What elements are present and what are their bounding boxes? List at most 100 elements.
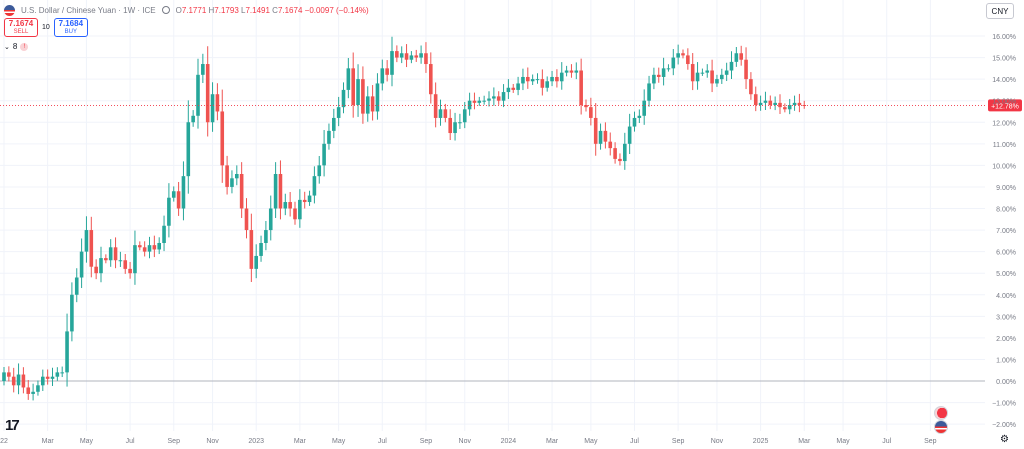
y-tick-label: 4.00% [996, 293, 1016, 300]
x-tick-label: Nov [206, 438, 219, 445]
candle-body [307, 195, 312, 203]
candle-body [496, 96, 501, 101]
candle-body [84, 230, 89, 252]
candle-body [671, 57, 676, 69]
candle-body [729, 61, 734, 71]
us-flag-icon [4, 4, 15, 16]
candle-body [157, 243, 161, 250]
candle-body [501, 92, 506, 101]
x-tick-label: Mar [798, 438, 811, 445]
candle-body [700, 72, 705, 74]
sell-button[interactable]: 7.1674 SELL [4, 18, 38, 37]
candle-body [142, 247, 147, 252]
candle-body [686, 55, 690, 65]
candle-body [458, 122, 462, 124]
candle-body [472, 100, 477, 103]
candle-body [637, 115, 642, 118]
candle-body [118, 260, 123, 262]
x-tick-label: 2023 [248, 438, 264, 445]
last-price-line: +12.78% [0, 99, 1022, 112]
candle-body [26, 387, 31, 394]
spread-value: 10 [42, 24, 50, 31]
candle-body [11, 376, 16, 386]
x-tick-label: Sep [168, 438, 181, 445]
gridlines [0, 0, 985, 431]
candle-body [235, 174, 239, 179]
candle-body [16, 374, 21, 386]
candle-body [574, 70, 579, 73]
candle-body [332, 117, 336, 131]
candles [2, 36, 807, 401]
candle-body [555, 76, 559, 82]
candle-body [710, 70, 714, 84]
china-flag-icon[interactable] [934, 406, 948, 420]
candle-body [370, 96, 375, 112]
candle-body [681, 53, 685, 56]
candle-body [138, 245, 142, 248]
y-tick-label: 1.00% [996, 357, 1016, 364]
close-value: 7.1674 [277, 5, 303, 15]
candle-body [113, 247, 118, 261]
candle-body [133, 245, 137, 274]
symbol-title[interactable]: U.S. Dollar / Chinese Yuan · 1W · ICE [21, 5, 156, 15]
tradingview-logo[interactable]: 17 [5, 417, 20, 434]
candle-body [443, 109, 448, 118]
price-axis[interactable]: 16.00% 15.00% 14.00% 13.00% 12.00% 11.00% 10.0… [992, 34, 1016, 429]
currency-button[interactable]: CNY [986, 3, 1014, 19]
candle-body [210, 94, 215, 123]
gear-icon[interactable]: ⚙ [1000, 434, 1009, 445]
x-tick-label: Mar [42, 438, 55, 445]
candle-body [526, 76, 530, 82]
candle-body [783, 107, 787, 110]
candle-body [487, 98, 491, 101]
candle-body [254, 255, 258, 269]
candle-body [666, 68, 671, 70]
candle-body [627, 126, 632, 144]
candle-body [225, 165, 229, 187]
candle-body [380, 68, 385, 84]
candle-body [603, 130, 608, 142]
candle-body [365, 96, 370, 114]
candle-body [540, 79, 545, 88]
candle-body [249, 230, 254, 269]
y-tick-label: 7.00% [996, 228, 1016, 235]
candle-body [720, 74, 724, 80]
x-tick-label: Nov [459, 438, 472, 445]
sell-label: SELL [13, 28, 29, 35]
us-flag-event-icon[interactable] [934, 420, 948, 434]
candle-body [390, 51, 394, 75]
trade-panel: 7.1674 SELL 10 7.1684 BUY [4, 18, 88, 37]
candle-body [414, 55, 419, 58]
open-value: 7.1771 [181, 5, 207, 15]
candle-body [618, 158, 622, 162]
x-tick-label: 22 [0, 438, 8, 445]
candle-body [322, 143, 326, 166]
candle-body [598, 130, 603, 144]
high-value: 7.1793 [214, 5, 239, 15]
y-tick-label: 12.00% [992, 120, 1016, 127]
candle-body [419, 53, 423, 58]
candle-body [201, 64, 205, 75]
candle-body [433, 94, 438, 118]
candle-body [395, 51, 399, 58]
change-value: −0.0097 (−0.14%) [304, 5, 369, 15]
candle-body [167, 197, 171, 226]
x-tick-label: Jul [378, 438, 387, 445]
candle-body [749, 79, 753, 95]
candle-body [724, 70, 729, 75]
candle-body [147, 245, 152, 252]
candle-body [448, 117, 452, 134]
x-tick-label: May [332, 438, 346, 445]
candle-body [695, 72, 700, 82]
indicators-toggle[interactable]: ⌄ 8 ! [4, 42, 29, 51]
buy-button[interactable]: 7.1684 BUY [53, 18, 88, 37]
candle-body [676, 53, 680, 58]
candle-body [89, 230, 94, 267]
alert-icon[interactable]: ! [20, 42, 29, 51]
candle-body [327, 130, 331, 144]
time-axis[interactable]: 22 Mar May Jul Sep Nov 2023 Mar May Jul Sep Nov 2024… [0, 438, 937, 445]
buy-label: BUY [64, 28, 77, 35]
candle-body [608, 141, 613, 149]
y-tick-label: 10.00% [992, 163, 1016, 170]
